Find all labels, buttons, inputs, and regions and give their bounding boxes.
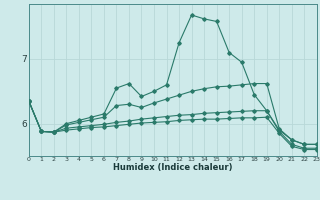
X-axis label: Humidex (Indice chaleur): Humidex (Indice chaleur) (113, 163, 233, 172)
